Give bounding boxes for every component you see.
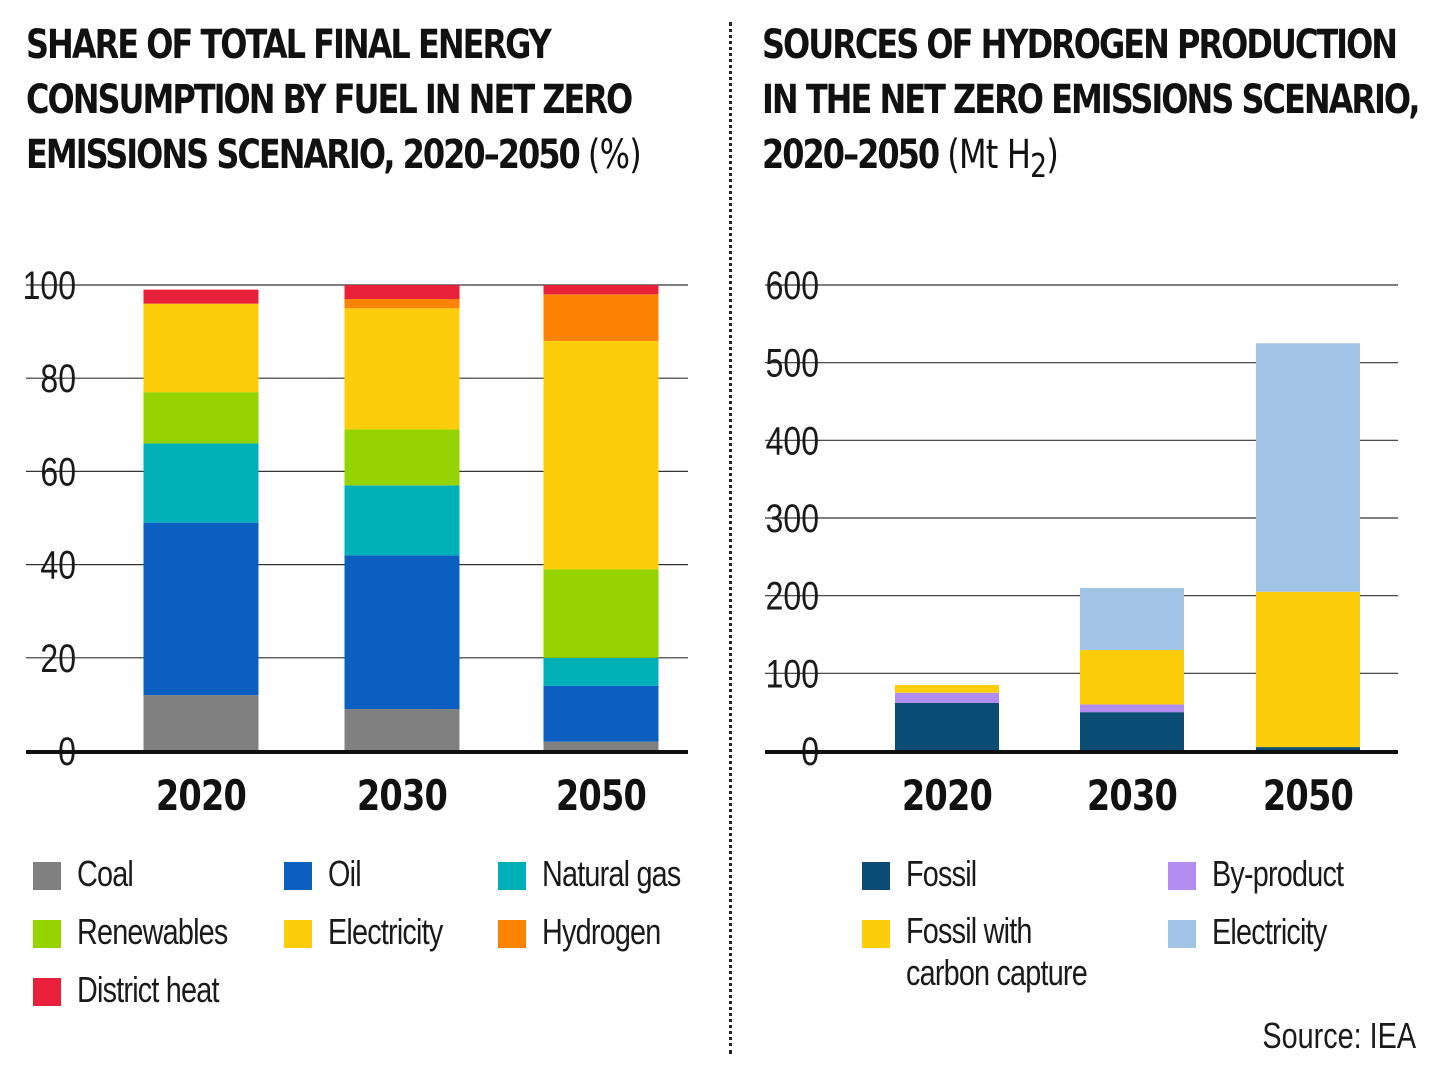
x-category-label-2030: 2030 (1087, 771, 1177, 820)
right-title-unit-subscript: 2 (1030, 146, 1047, 185)
bar-2020-fossil (895, 702, 999, 751)
x-category-label-2030: 2030 (357, 771, 447, 820)
left-legend-swatch-electricity (284, 920, 312, 948)
left-legend-label-coal: Coal (77, 853, 134, 894)
right-legend-swatch-fossil (862, 862, 890, 890)
source-note: Source: IEA (1262, 1015, 1416, 1056)
right-legend-swatch-electricity (1168, 920, 1196, 948)
right-title-unit-text: (Mt H (947, 132, 1031, 178)
right-title-unit: (Mt H2) (947, 132, 1059, 185)
left-legend-swatch-coal (33, 862, 61, 890)
left-legend-label-oil: Oil (328, 853, 362, 894)
bar-2020-coal (143, 695, 259, 751)
left-stacked-bar-chart: 020406080100202020302050 (23, 263, 688, 820)
left-legend-label-electricity: Electricity (328, 911, 443, 952)
bar-2020-district-heat (143, 289, 259, 304)
right-chart-title: SOURCES OF HYDROGEN PRODUCTION IN THE NE… (762, 18, 1421, 193)
left-legend-swatch-renewables (33, 920, 61, 948)
bar-2020-by-product (895, 692, 999, 703)
left-legend-swatch-district-heat (33, 978, 61, 1006)
left-title-line-2: CONSUMPTION BY FUEL IN NET ZERO (26, 77, 633, 123)
bar-2030-fossil-with-carbon-capture (1080, 650, 1184, 705)
y-tick-label-80: 80 (40, 356, 76, 401)
left-title-line-3: EMISSIONS SCENARIO, 2020–2050 (%) (26, 128, 642, 183)
bar-2050-hydrogen (543, 294, 659, 341)
right-legend-label-by-product: By-product (1212, 853, 1344, 894)
right-chart-panel: SOURCES OF HYDROGEN PRODUCTION IN THE NE… (735, 0, 1440, 1070)
bar-2020-oil (143, 522, 259, 696)
right-legend-swatch-fossil-with-carbon-capture (862, 920, 890, 948)
bar-2030-renewables (344, 429, 460, 486)
bar-2030-by-product (1080, 704, 1184, 713)
y-tick-label-60: 60 (40, 449, 76, 494)
bar-2030-electricity (344, 308, 460, 430)
left-legend-label-renewables: Renewables (77, 911, 228, 952)
bar-2050-electricity (543, 340, 659, 570)
bar-2020-renewables (143, 392, 259, 444)
y-tick-label-400: 400 (766, 418, 819, 463)
left-title-line-1: SHARE OF TOTAL FINAL ENERGY (26, 22, 552, 68)
left-legend-swatch-hydrogen (498, 920, 526, 948)
bar-2050-electricity (1256, 343, 1360, 592)
bar-2030-fossil (1080, 712, 1184, 751)
bar-2050-fossil-with-carbon-capture (1256, 591, 1360, 748)
bar-2050-district-heat (543, 285, 659, 295)
panel-divider (729, 22, 732, 1054)
y-tick-label-100: 100 (766, 651, 819, 696)
y-tick-label-40: 40 (40, 542, 76, 587)
y-tick-label-200: 200 (766, 573, 819, 618)
left-chart-title: SHARE OF TOTAL FINAL ENERGY CONSUMPTION … (26, 18, 642, 183)
right-stacked-bar-chart: 0100200300400500600202020302050 (765, 263, 1398, 820)
bar-2020-natural-gas (143, 443, 259, 523)
y-tick-label-100: 100 (23, 263, 76, 308)
right-legend-swatch-by-product (1168, 862, 1196, 890)
left-legend-label-natural-gas: Natural gas (542, 853, 681, 894)
bar-2030-district-heat (344, 285, 460, 299)
right-title-line-1: SOURCES OF HYDROGEN PRODUCTION (762, 22, 1398, 68)
right-title-line-3-text: 2020–2050 (762, 132, 940, 178)
bar-2030-oil (344, 555, 460, 710)
x-category-label-2020: 2020 (156, 771, 246, 820)
left-legend-swatch-oil (284, 862, 312, 890)
y-tick-label-600: 600 (766, 263, 819, 308)
bar-2030-hydrogen (344, 298, 460, 309)
right-title-line-2: IN THE NET ZERO EMISSIONS SCENARIO, (762, 77, 1421, 123)
bar-2030-natural-gas (344, 485, 460, 556)
bar-2030-electricity (1080, 587, 1184, 651)
right-legend-label-electricity: Electricity (1212, 911, 1327, 952)
right-title-line-3: 2020–2050 (Mt H2) (762, 128, 1419, 193)
left-chart-panel: SHARE OF TOTAL FINAL ENERGY CONSUMPTION … (23, 18, 688, 1010)
bar-2050-natural-gas (543, 657, 659, 686)
bar-2050-renewables (543, 569, 659, 658)
right-legend-label-fossil-with-carbon-capture: Fossil with carbon capture (906, 910, 1088, 993)
x-category-label-2050: 2050 (1263, 771, 1353, 820)
bar-2050-fossil (1256, 747, 1360, 751)
left-legend-swatch-natural-gas (498, 862, 526, 890)
y-tick-label-20: 20 (40, 635, 76, 680)
x-category-label-2050: 2050 (556, 771, 646, 820)
bar-2020-electricity (143, 303, 259, 393)
bar-2030-coal (344, 709, 460, 751)
left-title-line-3-text: EMISSIONS SCENARIO, 2020–2050 (26, 132, 581, 178)
bar-2050-coal (543, 741, 659, 751)
bar-2050-oil (543, 685, 659, 742)
right-legend-label-fossil: Fossil (906, 853, 977, 894)
right-title-unit-close: ) (1046, 132, 1059, 178)
y-tick-label-300: 300 (766, 496, 819, 541)
y-tick-label-500: 500 (766, 340, 819, 385)
left-legend-label-hydrogen: Hydrogen (542, 911, 661, 952)
bar-2020-fossil-with-carbon-capture (895, 684, 999, 693)
left-title-unit: (%) (587, 132, 642, 178)
left-legend-label-district-heat: District heat (77, 969, 219, 1010)
x-category-label-2020: 2020 (902, 771, 992, 820)
